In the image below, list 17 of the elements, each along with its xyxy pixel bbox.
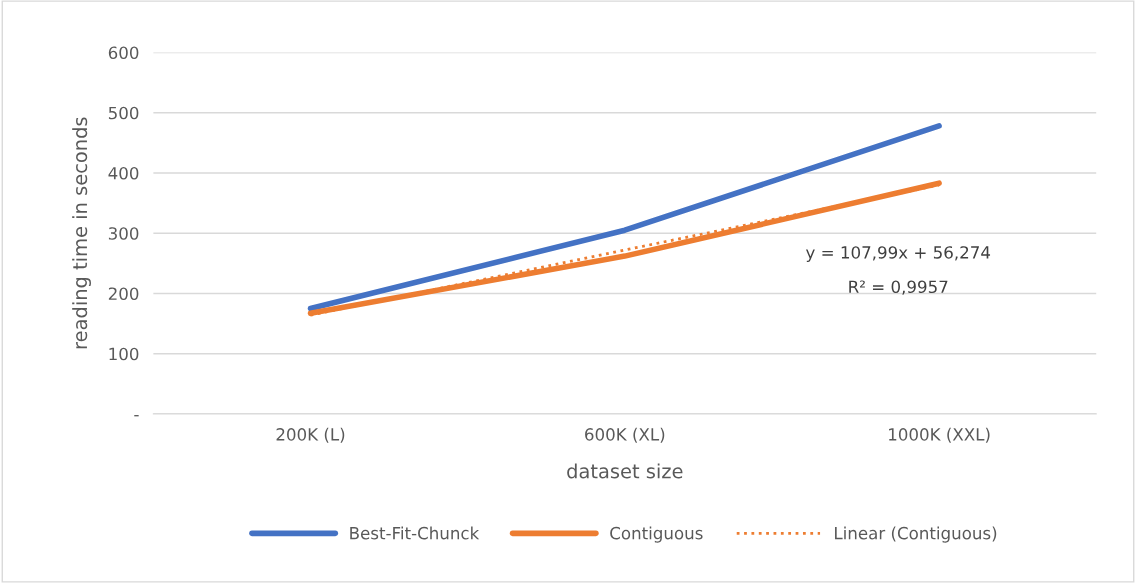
y-tick-label: 400 xyxy=(108,166,139,180)
x-tick-label: 600K (XL) xyxy=(585,427,665,443)
y-tick-label: - xyxy=(134,415,139,417)
legend-label: Best-Fit-Chunck xyxy=(350,526,480,540)
y-tick-label: 600 xyxy=(108,46,139,60)
legend-label: Contiguous xyxy=(610,526,703,543)
x-tick-label: 200K (L) xyxy=(276,427,345,443)
y-tick-label: 500 xyxy=(108,106,139,120)
y-tick-label: 100 xyxy=(109,347,139,361)
y-tick-label: 200 xyxy=(108,287,139,301)
y-tick-label: 300 xyxy=(108,227,139,240)
x-axis-title: dataset size xyxy=(567,463,683,479)
x-tick-label: 1000K (XXL) xyxy=(889,427,990,443)
legend-label: Linear (Contiguous) xyxy=(835,526,997,543)
annotation: y = 107,99x + 56,274 xyxy=(805,246,991,262)
annotation: R² = 0,9957 xyxy=(849,280,948,295)
y-axis-title: reading time in seconds xyxy=(72,117,91,349)
